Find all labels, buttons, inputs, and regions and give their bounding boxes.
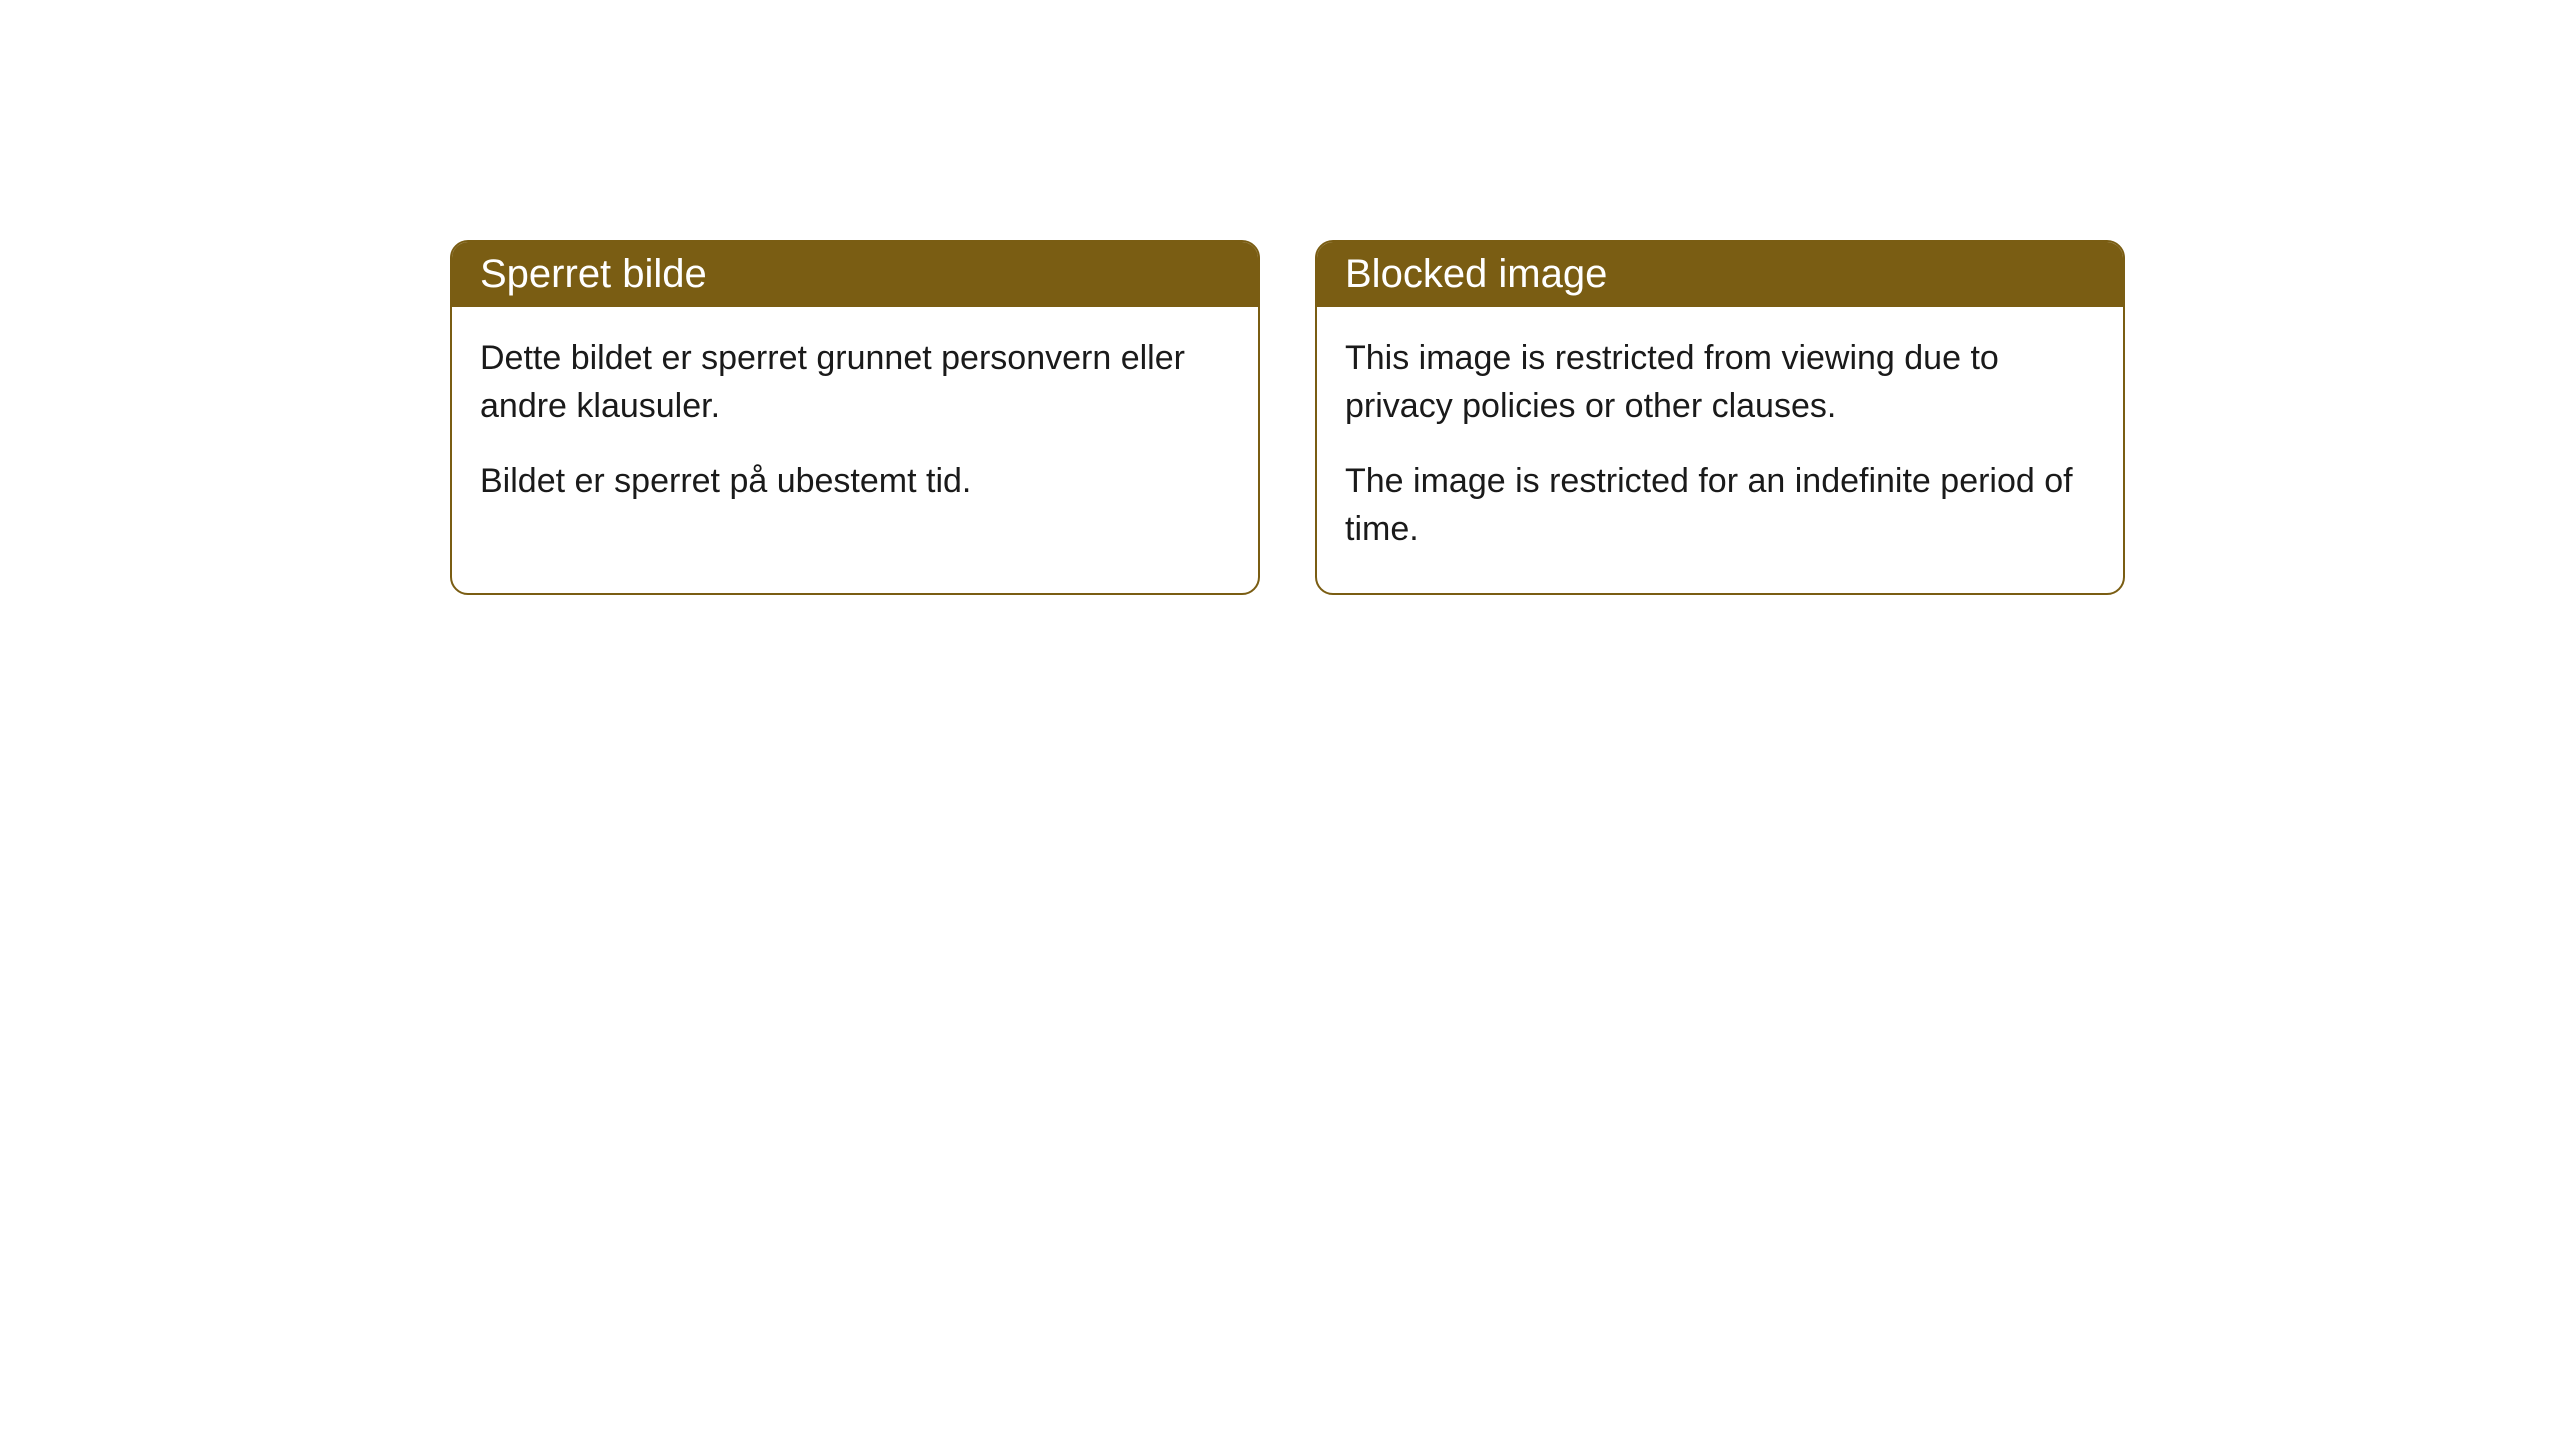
card-paragraph: Dette bildet er sperret grunnet personve…: [480, 335, 1230, 430]
card-header: Sperret bilde: [452, 242, 1258, 307]
blocked-image-card-english: Blocked image This image is restricted f…: [1315, 240, 2125, 595]
notice-cards-container: Sperret bilde Dette bildet er sperret gr…: [450, 240, 2125, 595]
card-body: Dette bildet er sperret grunnet personve…: [452, 307, 1258, 546]
card-paragraph: This image is restricted from viewing du…: [1345, 335, 2095, 430]
blocked-image-card-norwegian: Sperret bilde Dette bildet er sperret gr…: [450, 240, 1260, 595]
card-header: Blocked image: [1317, 242, 2123, 307]
card-body: This image is restricted from viewing du…: [1317, 307, 2123, 593]
card-paragraph: Bildet er sperret på ubestemt tid.: [480, 458, 1230, 506]
card-paragraph: The image is restricted for an indefinit…: [1345, 458, 2095, 553]
